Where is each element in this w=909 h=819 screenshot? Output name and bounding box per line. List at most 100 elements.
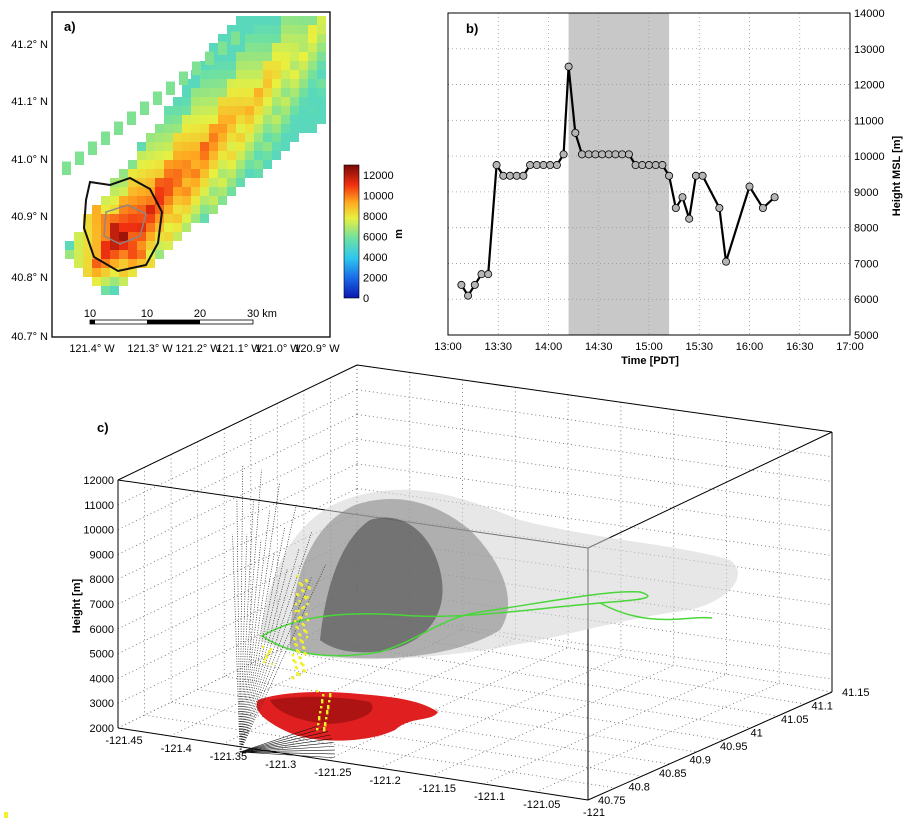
- heatmap-cell: [119, 214, 128, 223]
- lightning-point: [323, 727, 326, 730]
- heatmap-cell: [119, 178, 128, 187]
- c-grid-line: [144, 714, 616, 789]
- heatmap-cell: [182, 187, 191, 196]
- heatmap-cell: [245, 70, 254, 79]
- heatmap-cell: [164, 214, 173, 223]
- heatmap-cell: [263, 97, 272, 106]
- heatmap-cell: [272, 52, 281, 61]
- height-point: [638, 161, 647, 170]
- heatmap-cell: [245, 25, 254, 34]
- heatmap-cell: [299, 52, 308, 61]
- lightning-point: [306, 596, 309, 599]
- heatmap-cell: [272, 16, 281, 25]
- heatmap-cell: [65, 241, 74, 250]
- heatmap-cell: [209, 115, 218, 124]
- height-point: [584, 150, 593, 159]
- heatmap-cell: [119, 232, 128, 241]
- heatmap-cell: [281, 43, 290, 52]
- heatmap-cell: [200, 97, 209, 106]
- heatmap-cell: [290, 70, 299, 79]
- heatmap-cell: [272, 25, 281, 34]
- c-grid-line: [222, 629, 463, 745]
- heatmap-cell: [146, 142, 155, 151]
- heatmap-cell: [227, 70, 236, 79]
- lightning-point: [291, 654, 295, 657]
- heatmap-cell: [245, 43, 254, 52]
- heatmap-cell: [110, 277, 119, 286]
- c-box-edge: [117, 727, 589, 801]
- heatmap-cell: [290, 79, 299, 88]
- heatmap-cell: [155, 205, 164, 214]
- beam-line: [239, 727, 326, 753]
- heatmap-cell: [182, 106, 191, 115]
- heatmap-cell: [191, 187, 200, 196]
- heatmap-cell: [191, 115, 200, 124]
- beam-line: [239, 564, 326, 753]
- heatmap-cell: [137, 232, 146, 241]
- heatmap-cell: [236, 16, 245, 25]
- heatmap-cell: [218, 178, 227, 187]
- heatmap-cell: [200, 205, 209, 214]
- heatmap-cell: [245, 106, 254, 115]
- c-lon-tick: -121.2: [370, 775, 401, 787]
- a-x-tick: 121.0° W: [255, 343, 301, 355]
- lightning-point: [305, 636, 309, 639]
- a-y-tick: 40.7° N: [11, 331, 48, 343]
- heatmap-cell: [281, 16, 290, 25]
- heatmap-cell: [191, 133, 200, 142]
- lightning-point: [302, 664, 305, 667]
- heatmap-cell: [173, 196, 182, 205]
- heatmap-cell: [205, 51, 214, 65]
- heatmap-cell: [227, 169, 236, 178]
- panel-b-x-axis-label: Time [PDT]: [621, 355, 679, 367]
- lightning-point: [319, 711, 322, 714]
- heatmap-cell: [146, 259, 155, 268]
- heatmap-cell: [137, 214, 146, 223]
- lightning-point: [316, 690, 319, 693]
- lightning-point: [297, 610, 300, 613]
- heatmap-cell: [101, 250, 110, 259]
- heatmap-cell: [200, 106, 209, 115]
- c-height-tick: 11000: [84, 500, 114, 512]
- heatmap-cell: [236, 88, 245, 97]
- a-x-tick: 121.2° W: [175, 343, 221, 355]
- c-box-edge: [587, 431, 833, 549]
- heatmap-cell: [254, 79, 263, 88]
- height-point: [758, 203, 767, 212]
- heatmap-cell: [218, 61, 227, 70]
- heatmap-cell: [236, 124, 245, 133]
- c-lon-tick: -121: [583, 807, 605, 819]
- scale-bar: 10 10 20 30 km: [84, 308, 277, 325]
- heatmap-cell: [227, 142, 236, 151]
- lightning-point: [329, 693, 332, 696]
- heatmap-cell: [227, 160, 236, 169]
- heatmap-cell: [272, 43, 281, 52]
- heatmap-cell: [155, 124, 164, 133]
- heatmap-cell: [218, 169, 227, 178]
- c-lat-tick: 40.8: [629, 782, 650, 794]
- lightning-point: [317, 723, 320, 726]
- heatmap-cell: [92, 223, 101, 232]
- heatmap-cell: [254, 16, 263, 25]
- c-box-edge: [587, 691, 833, 801]
- heatmap-cell: [227, 115, 236, 124]
- c-grid-line: [378, 656, 622, 769]
- beam-line: [239, 724, 323, 753]
- height-point: [546, 161, 555, 170]
- heatmap-cell: [119, 241, 128, 250]
- height-point: [770, 193, 779, 202]
- heatmap-cell: [218, 142, 227, 151]
- heatmap-cell: [146, 160, 155, 169]
- c-grid-line: [356, 414, 833, 482]
- heatmap-cell: [191, 88, 200, 97]
- height-point: [512, 171, 521, 180]
- heatmap-cell: [299, 16, 308, 25]
- lightning-point: [294, 661, 297, 664]
- heatmap-cell: [263, 34, 272, 43]
- panel-b: b) 13:00 13:30 14:00 14:30 15:00 15:30 16:00 16…: [434, 8, 903, 367]
- heatmap-cell: [227, 133, 236, 142]
- lightning-point: [305, 631, 308, 634]
- heatmap-cell: [200, 88, 209, 97]
- lightning-point: [324, 722, 327, 725]
- heatmap-cell: [191, 178, 200, 187]
